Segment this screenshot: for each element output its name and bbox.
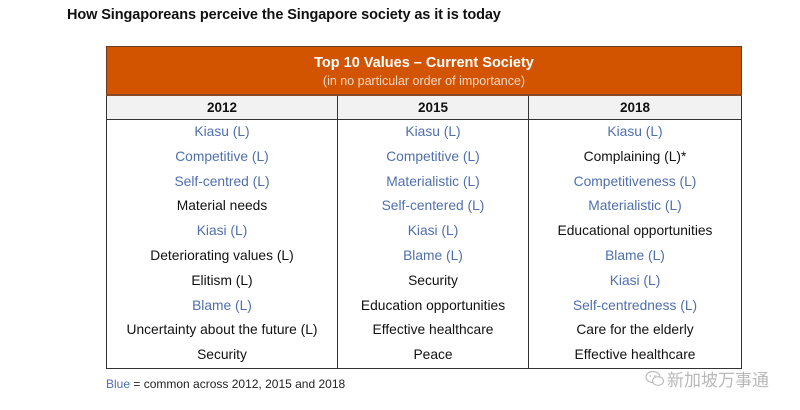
values-column-2015: Kiasu (L) Competitive (L) Materialistic (L… xyxy=(337,119,529,369)
wechat-icon xyxy=(645,370,665,387)
value-item: Materialistic (L) xyxy=(386,173,480,189)
value-item: Kiasi (L) xyxy=(407,223,459,239)
value-item: Kiasu (L) xyxy=(405,124,461,139)
legend-note: Blue = common across 2012, 2015 and 2018 xyxy=(106,377,345,391)
year-header-2015: 2015 xyxy=(337,95,529,120)
value-item: Materialistic (L) xyxy=(588,198,682,214)
value-item: Self-centered (L) xyxy=(381,198,485,214)
value-item: Competitiveness (L) xyxy=(573,173,697,189)
year-header-row: 2012 2015 2018 xyxy=(106,95,742,120)
value-item: Self-centred (L) xyxy=(174,173,270,189)
table-title-cell: Top 10 Values – Current Society (in no p… xyxy=(106,46,742,96)
value-item: Material needs xyxy=(176,198,268,214)
watermark: 新加坡万事通 xyxy=(645,366,769,391)
page-heading: How Singaporeans perceive the Singapore … xyxy=(67,7,501,23)
value-item: Complaining (L)* xyxy=(583,148,687,164)
legend-blue-word: Blue xyxy=(106,377,131,391)
title-row: Top 10 Values – Current Society (in no p… xyxy=(106,46,742,96)
year-header-2012: 2012 xyxy=(106,95,338,120)
value-item: Competitive (L) xyxy=(386,148,480,164)
value-item: Kiasi (L) xyxy=(609,272,661,288)
year-header-2018: 2018 xyxy=(528,95,742,120)
table-title: Top 10 Values – Current Society xyxy=(314,55,534,71)
value-item: Education opportunities xyxy=(360,297,506,313)
value-item: Deteriorating values (L) xyxy=(150,247,294,263)
value-item: Kiasu (L) xyxy=(607,124,663,139)
values-table: Top 10 Values – Current Society (in no p… xyxy=(106,46,742,369)
values-column-2018: Kiasu (L) Complaining (L)* Competitiveness… xyxy=(528,119,742,369)
value-item: Peace xyxy=(413,347,453,363)
values-column-2012: Kiasu (L) Competitive (L) Self-centred (L)… xyxy=(106,119,338,369)
table-subtitle: (in no particular order of importance) xyxy=(322,74,526,88)
values-body-row: Kiasu (L) Competitive (L) Self-centred (L)… xyxy=(106,119,742,369)
value-item: Elitism (L) xyxy=(191,272,253,288)
value-item: Educational opportunities xyxy=(557,223,713,239)
value-item: Effective healthcare xyxy=(574,347,696,363)
value-item: Care for the elderly xyxy=(576,322,694,338)
value-item: Security xyxy=(197,347,247,363)
value-item: Blame (L) xyxy=(605,247,665,263)
value-item: Security xyxy=(408,272,458,288)
legend-text: = common across 2012, 2015 and 2018 xyxy=(130,377,346,391)
value-item: Uncertainty about the future (L) xyxy=(126,322,318,338)
value-item: Blame (L) xyxy=(403,247,463,263)
value-item: Competitive (L) xyxy=(175,148,269,164)
value-item: Effective healthcare xyxy=(372,322,494,338)
watermark-text: 新加坡万事通 xyxy=(667,371,769,390)
value-item: Kiasu (L) xyxy=(194,124,250,139)
value-item: Self-centredness (L) xyxy=(572,297,698,313)
value-item: Kiasi (L) xyxy=(196,223,248,239)
value-item: Blame (L) xyxy=(192,297,252,313)
